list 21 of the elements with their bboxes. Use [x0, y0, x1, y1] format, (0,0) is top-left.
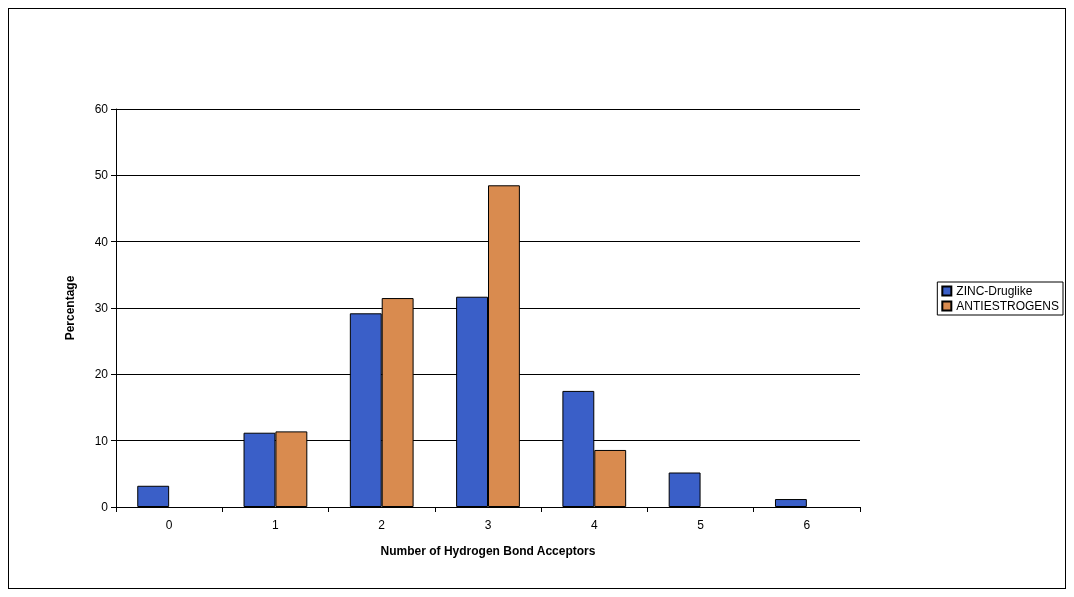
x-tick-label: 4 — [590, 518, 598, 532]
x-tick-label: 0 — [165, 518, 173, 532]
legend-label: ANTIESTROGENS — [956, 299, 1060, 313]
x-axis-title: Number of Hydrogen Bond Acceptors — [380, 544, 596, 558]
y-tick-label: 0 — [101, 500, 109, 514]
y-tick-label: 30 — [94, 301, 109, 315]
x-tick-label: 3 — [484, 518, 492, 532]
x-tick-label: 1 — [272, 518, 280, 532]
bar — [774, 499, 807, 507]
legend-label: ZINC-Druglike — [956, 284, 1033, 298]
y-tick-label: 60 — [94, 102, 109, 116]
x-tick-label: 6 — [803, 518, 811, 532]
x-tick-label: 2 — [378, 518, 386, 532]
bar — [668, 472, 701, 507]
y-axis-title: Percentage — [63, 275, 77, 341]
y-tick-label: 40 — [94, 234, 109, 249]
y-tick-label: 10 — [94, 433, 109, 448]
y-tick-label: 50 — [94, 168, 109, 183]
bar — [137, 485, 170, 507]
x-tick-label: 5 — [697, 518, 705, 532]
y-tick-label: 20 — [94, 367, 109, 382]
